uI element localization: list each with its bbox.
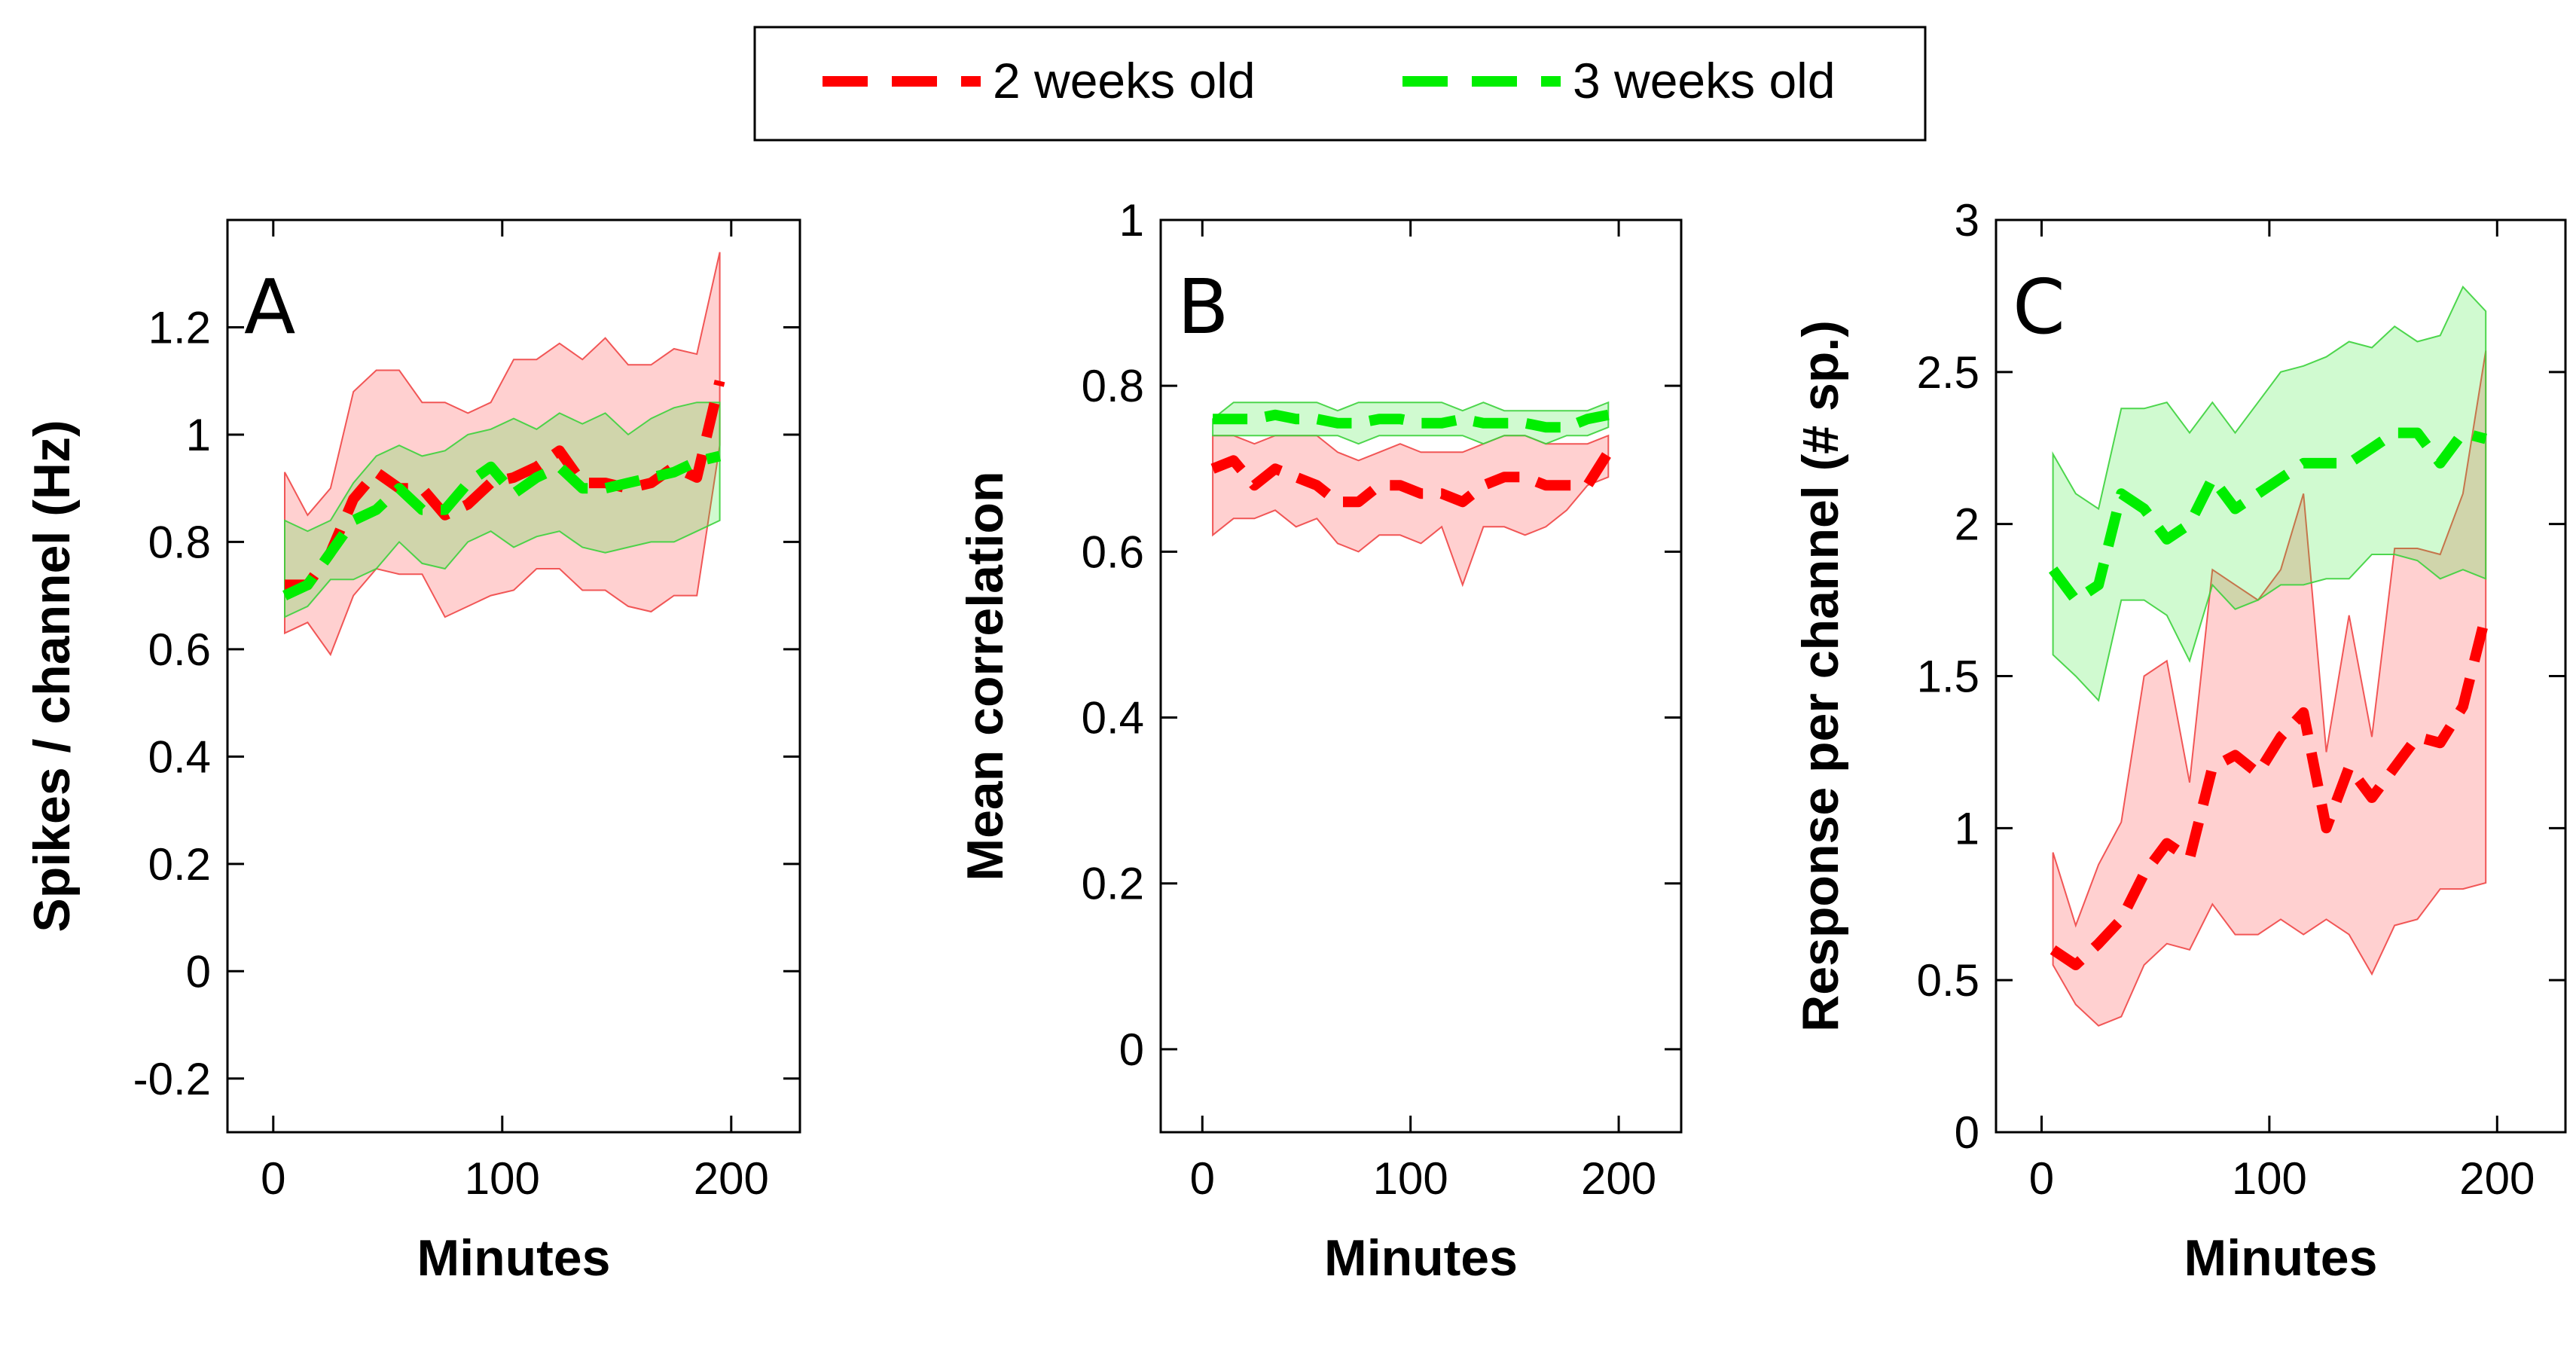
y-tick-label: 0.4	[1082, 693, 1144, 744]
band-2-weeks	[1212, 434, 1610, 588]
x-tick-label: 0	[261, 1153, 285, 1204]
y-tick-label: 0.6	[148, 624, 211, 675]
axes-frame	[226, 218, 801, 1134]
y-tick-label: 1	[1955, 803, 1979, 853]
y-tick-label: 0	[1955, 1107, 1979, 1158]
y-tick-label: 1.2	[148, 302, 211, 353]
y-axis-label: Spikes / channel (Hz)	[23, 420, 81, 932]
y-tick-label: 1.5	[1917, 652, 1979, 702]
y-tick-label: 0.4	[148, 731, 211, 782]
y-tick-label: 0	[1119, 1024, 1144, 1075]
legend: 2 weeks old 3 weeks old	[753, 26, 1927, 142]
panel-b: 0 0.2 0.4 0.6 0.8 1 0 100 200 Minutes Mean correla…	[957, 195, 1683, 1287]
band-3-weeks	[1212, 401, 1610, 445]
panel-letter: C	[2013, 263, 2065, 351]
x-axis-label: Minutes	[417, 1229, 611, 1287]
axes-frame	[1159, 218, 1683, 1134]
y-tick-label: 0.2	[1082, 859, 1144, 909]
x-tick-label: 0	[2029, 1153, 2054, 1204]
y-tick-label: 2.5	[1917, 347, 1979, 398]
y-tick-label: 2	[1955, 499, 1979, 550]
series-line-3-weeks	[2048, 427, 2487, 606]
x-tick-label: 200	[2459, 1153, 2535, 1204]
x-tick-label: 100	[465, 1153, 540, 1204]
x-tick-label: 200	[694, 1153, 769, 1204]
y-tick-label: 0	[186, 946, 211, 997]
x-tick-label: 200	[1581, 1153, 1656, 1204]
y-tick-label: 1	[186, 410, 211, 460]
series-line-2-weeks	[285, 380, 725, 591]
y-tick-label: 0.5	[1917, 955, 1979, 1006]
x-tick-label: 100	[1373, 1153, 1448, 1204]
panel-a: -0.2 0 0.2 0.4 0.6 0.8 1 1.2 0 100 200 Minutes Spike…	[23, 218, 801, 1287]
series-line-3-weeks	[1213, 409, 1610, 433]
y-axis-label: Mean correlation	[957, 471, 1014, 881]
x-axis-label: Minutes	[1324, 1229, 1518, 1287]
series-line-3-weeks	[282, 450, 722, 600]
y-tick-label: 0.8	[1082, 361, 1144, 411]
y-tick-label: 0.2	[148, 839, 211, 890]
x-tick-label: 0	[1190, 1153, 1215, 1204]
x-tick-label: 100	[2232, 1153, 2307, 1204]
legend-box	[753, 26, 1927, 142]
band-3-weeks	[284, 402, 721, 618]
y-tick-label: 0.8	[148, 517, 211, 567]
panel-c: 0 0.5 1 1.5 2 2.5 3 0 100 200 Minutes Response per …	[1792, 195, 2567, 1287]
y-tick-label: 1	[1119, 195, 1144, 246]
legend-label-2-weeks: 2 weeks old	[993, 53, 1256, 108]
x-axis-label: Minutes	[2184, 1229, 2378, 1287]
legend-label-3-weeks: 3 weeks old	[1573, 53, 1836, 108]
y-tick-label: -0.2	[133, 1054, 211, 1104]
y-axis-label: Response per channel (# sp.)	[1792, 320, 1849, 1032]
panel-letter: B	[1177, 263, 1229, 351]
y-tick-label: 0.6	[1082, 527, 1144, 577]
y-tick-label: 3	[1955, 195, 1979, 246]
band-3-weeks	[2052, 285, 2487, 702]
panel-letter: A	[244, 263, 295, 351]
series-line-2-weeks	[2050, 614, 2491, 970]
series-line-2-weeks	[1210, 449, 1613, 508]
